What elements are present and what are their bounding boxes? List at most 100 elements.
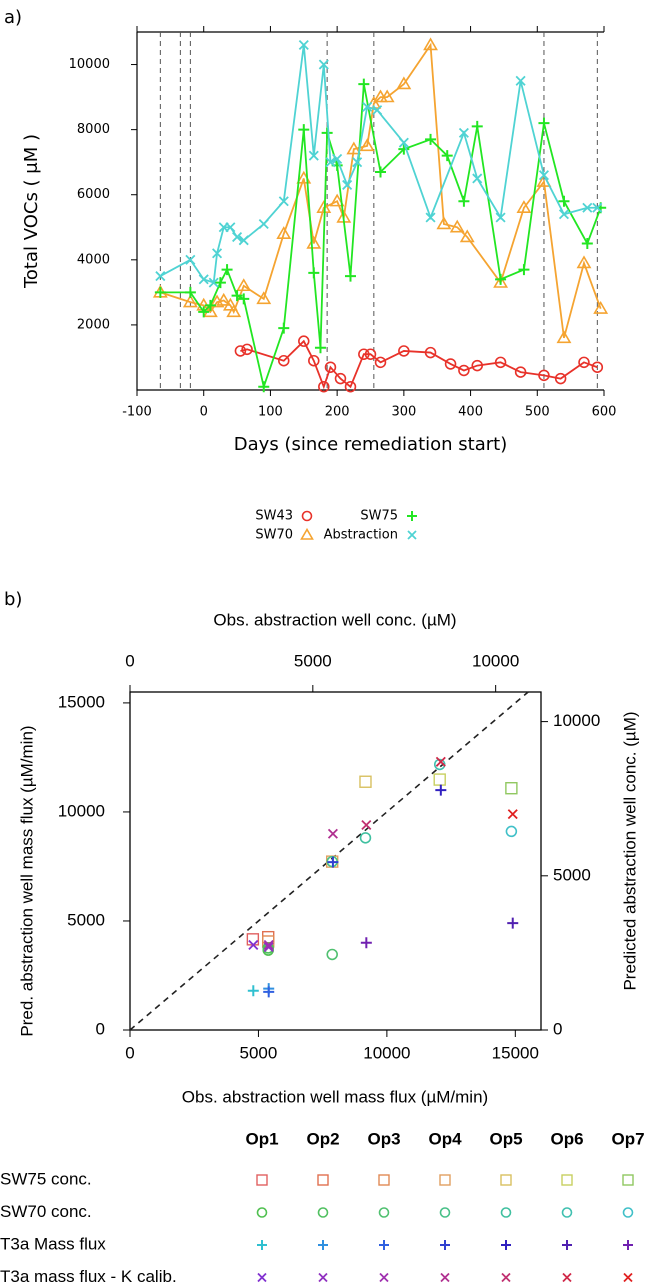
data-point <box>321 127 333 139</box>
data-point <box>516 200 532 213</box>
data-point <box>263 986 275 998</box>
data-point <box>359 832 372 844</box>
data-point <box>359 775 372 788</box>
x-axis-label: Days (since remediation start) <box>234 434 507 455</box>
data-point <box>505 825 518 838</box>
x2-tick-label: 5000 <box>294 651 332 670</box>
data-point <box>459 229 475 243</box>
legend-row-label: T3a mass flux - K calib. <box>0 1267 177 1286</box>
data-point <box>276 226 292 239</box>
y-tick-label: 10000 <box>58 801 105 820</box>
data-point <box>472 173 483 184</box>
legend-marker <box>562 1272 572 1283</box>
legend-marker <box>500 1207 512 1218</box>
data-point <box>364 348 377 360</box>
legend-marker <box>500 1174 512 1186</box>
y2-axis-label: Predicted abstraction well conc. (µM) <box>620 711 639 990</box>
legend-marker <box>378 1207 390 1218</box>
legend-marker <box>561 1207 573 1218</box>
data-point <box>493 274 509 288</box>
data-point <box>398 345 410 357</box>
y-tick-label: 0 <box>96 1019 105 1038</box>
legend-marker <box>440 1272 450 1283</box>
series-line <box>240 339 598 390</box>
data-point <box>248 939 259 950</box>
data-point <box>379 89 395 103</box>
data-point <box>518 264 530 276</box>
data-point <box>246 933 260 946</box>
data-point <box>458 195 470 207</box>
legend-marker <box>317 1207 329 1218</box>
data-point <box>398 143 410 155</box>
data-point <box>424 346 437 359</box>
data-point <box>372 105 383 116</box>
legend-marker <box>501 1272 511 1283</box>
data-point <box>538 369 550 382</box>
legend-marker <box>301 510 313 522</box>
legend-marker <box>561 1174 573 1186</box>
data-point <box>581 238 593 250</box>
legend-marker <box>256 1174 268 1186</box>
data-point <box>444 358 457 370</box>
legend-column-header: Op5 <box>489 1129 522 1148</box>
legend-marker <box>623 1240 633 1250</box>
data-point <box>514 366 527 378</box>
data-point <box>308 267 320 279</box>
x-axis-label: Obs. abstraction well mass flux (µM/min) <box>182 1087 488 1106</box>
data-point <box>507 917 519 929</box>
data-point <box>154 286 166 298</box>
data-point <box>458 364 470 377</box>
data-point <box>471 359 483 372</box>
data-point <box>278 196 289 207</box>
data-point <box>578 356 590 369</box>
data-point <box>298 335 310 347</box>
data-point <box>318 59 329 70</box>
data-point <box>352 157 363 168</box>
x-tick-label: 600 <box>592 405 617 420</box>
y2-tick-label: 10000 <box>553 711 600 730</box>
legend-marker <box>407 511 417 521</box>
data-point <box>538 117 550 129</box>
data-point <box>471 120 483 132</box>
legend-marker <box>317 1174 329 1186</box>
data-point <box>208 277 219 288</box>
data-point <box>358 348 370 360</box>
legend-column-header: Op4 <box>428 1129 462 1148</box>
data-point <box>435 784 447 796</box>
legend-row-label: SW75 conc. <box>0 1169 92 1188</box>
data-point <box>495 273 507 285</box>
x-tick-label: 100 <box>258 405 283 420</box>
legend-label: Abstraction <box>324 528 398 543</box>
data-point <box>441 150 453 162</box>
data-point <box>221 264 233 276</box>
data-point <box>591 361 604 373</box>
legend-row-label: SW70 conc. <box>0 1202 92 1221</box>
data-point <box>204 299 216 311</box>
data-point <box>538 170 549 181</box>
x-tick-label: 10000 <box>363 1043 410 1062</box>
data-point <box>435 756 446 767</box>
data-point <box>263 939 274 950</box>
legend-marker <box>623 1272 633 1283</box>
plot-frame <box>129 691 542 1031</box>
data-point <box>494 356 507 369</box>
data-point <box>327 828 338 839</box>
data-point <box>318 380 330 393</box>
legend-label: SW43 <box>255 509 293 524</box>
y-tick-label: 8000 <box>77 122 110 137</box>
data-point <box>346 141 362 155</box>
data-point <box>278 322 290 334</box>
legend-marker <box>407 530 417 540</box>
data-point <box>231 290 243 302</box>
data-point <box>247 985 259 997</box>
data-point <box>505 782 518 795</box>
data-point <box>507 809 518 820</box>
legend-marker <box>622 1207 634 1218</box>
data-point <box>226 304 242 318</box>
y2-tick-label: 0 <box>553 1019 562 1038</box>
y-axis-label: Total VOCs ( μM ) <box>21 134 42 289</box>
data-point <box>425 133 437 145</box>
data-point <box>436 216 452 230</box>
panel-label: b) <box>4 589 22 610</box>
legend-marker <box>318 1272 328 1283</box>
